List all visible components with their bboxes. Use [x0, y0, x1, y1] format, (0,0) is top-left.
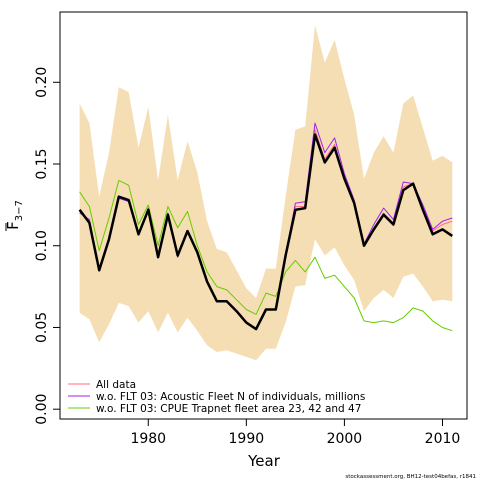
- y-tick-label: 0.15: [34, 148, 50, 179]
- x-tick-label: 2010: [425, 431, 461, 447]
- series-layer: [78, 122, 453, 332]
- svg-text:F3−7: F3−7: [4, 200, 25, 230]
- y-axis-title-main: F: [4, 221, 22, 230]
- series-line-w-o-flt-03-cpue-trapnet-fleet-area-23-42-and-47: [79, 179, 453, 332]
- confidence-band-layer: [79, 25, 453, 361]
- x-axis-title: Year: [247, 452, 281, 470]
- x-tick-label: 1990: [229, 431, 265, 447]
- confidence-band: [79, 25, 453, 361]
- plot-frame: [59, 11, 468, 420]
- y-tick-label: 0.10: [34, 230, 50, 261]
- axes-layer: 1980 1990 2000 2010 0.00 0.05 0.10 0.15 0.20: [34, 67, 460, 447]
- legend-label-w-o-flt-03-acoustic-fleet-n-of-individuals-millions: w.o. FLT 03: Acoustic Fleet N of individ…: [96, 391, 365, 403]
- legend-label-w-o-flt-03-cpue-trapnet-fleet-area-23-42-and-47: w.o. FLT 03: CPUE Trapnet fleet area 23,…: [96, 403, 361, 415]
- y-tick-label: 0.20: [34, 67, 50, 98]
- x-tick-label: 2000: [327, 431, 363, 447]
- y-tick-label: 0.00: [34, 394, 50, 425]
- x-tick-label: 1980: [130, 431, 166, 447]
- y-axis-title: F3−7: [4, 200, 25, 231]
- y-tick-label: 0.05: [34, 312, 50, 343]
- y-axis-title-sub: 3−7: [14, 200, 25, 221]
- legend-label-all-data: All data: [96, 379, 136, 391]
- series-line-main-estimate: [78, 133, 453, 331]
- footer-text: stockassessment.org, BH12-test04befas, r…: [345, 474, 476, 480]
